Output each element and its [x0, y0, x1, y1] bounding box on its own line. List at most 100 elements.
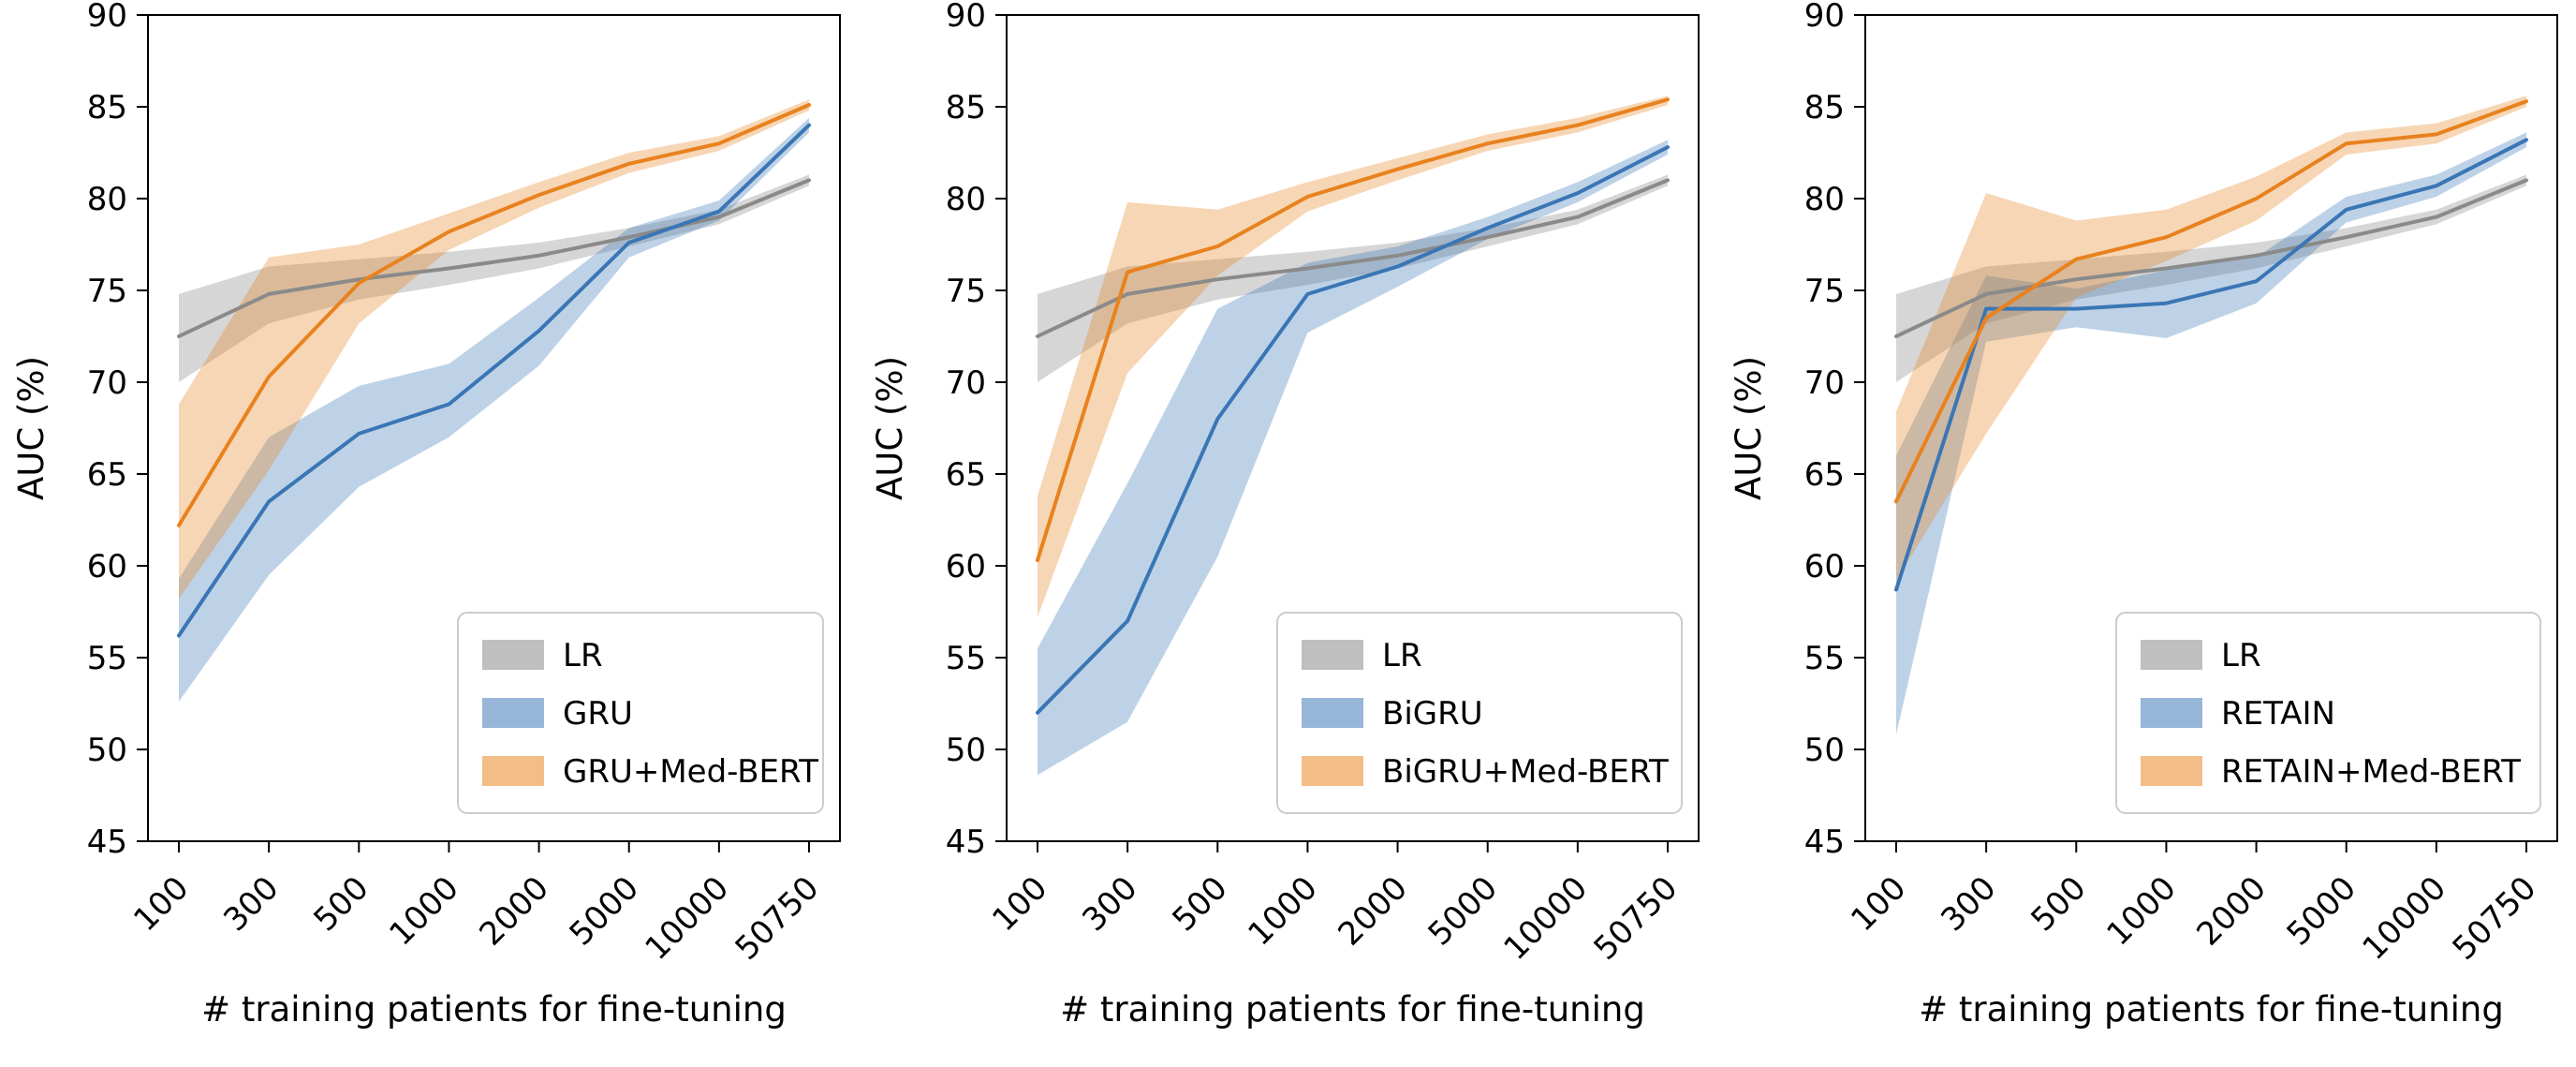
y-axis-label: AUC (%) — [1729, 356, 1769, 500]
x-tick-label: 100 — [985, 869, 1054, 939]
legend-label-BiGRU: BiGRU — [1382, 695, 1483, 733]
x-tick-label: 500 — [1165, 869, 1234, 939]
legend-label-LR: LR — [563, 637, 603, 674]
x-tick-label: 1000 — [382, 869, 465, 953]
legend-label-GRU+Med-BERT: GRU+Med-BERT — [563, 753, 818, 791]
x-tick-label: 10000 — [1496, 869, 1595, 968]
y-tick-label: 60 — [946, 548, 986, 585]
legend-swatch-BiGRU+Med-BERT — [1302, 756, 1363, 786]
x-tick-label: 100 — [126, 869, 196, 939]
x-tick-label: 2000 — [472, 869, 555, 953]
legend: LR RETAIN RETAIN+Med-BERT — [2115, 612, 2541, 814]
y-tick-label: 75 — [1804, 273, 1845, 310]
x-tick-label: 100 — [1844, 869, 1913, 939]
y-tick-label: 60 — [87, 548, 127, 585]
legend-frame — [2115, 612, 2541, 814]
y-axis-label: AUC (%) — [11, 356, 52, 500]
axes-spines — [147, 14, 841, 842]
y-tick-label: 65 — [946, 456, 986, 494]
x-tick-label: 5000 — [563, 869, 646, 953]
x-tick-label: 500 — [2024, 869, 2093, 939]
legend-label-BiGRU+Med-BERT: BiGRU+Med-BERT — [1382, 753, 1669, 791]
x-tick-label: 300 — [1075, 869, 1144, 939]
confidence-band-GRU — [179, 117, 809, 703]
x-tick-label: 5000 — [2280, 869, 2363, 953]
x-tick-label: 2000 — [1331, 869, 1414, 953]
x-tick-label: 1000 — [2099, 869, 2183, 953]
legend: LR GRU GRU+Med-BERT — [457, 612, 824, 814]
legend-frame — [1276, 612, 1683, 814]
line-GRU+Med-BERT — [177, 103, 811, 527]
retain-chart: 45 50 55 60 65 70 75 80 85 90 100 300 500 1000 2000 500… — [1729, 0, 2558, 1030]
x-tick-label: 300 — [1934, 869, 2003, 939]
x-tick-label: 500 — [306, 869, 375, 939]
y-tick-label: 75 — [87, 273, 127, 310]
gru-chart: 45 50 55 60 65 70 75 80 85 90 100 300 500 1000 2000 500… — [11, 0, 841, 1030]
legend-label-GRU: GRU — [563, 695, 633, 733]
y-axis-label: AUC (%) — [870, 356, 910, 500]
line-RETAIN+Med-BERT — [1894, 99, 2528, 504]
legend-swatch-LR — [2141, 640, 2202, 670]
y-tick-label: 90 — [87, 0, 127, 35]
y-tick-label: 50 — [87, 732, 127, 769]
x-axis-label: # training patients for fine-tuning — [201, 989, 787, 1030]
line-LR — [1894, 178, 2528, 338]
y-tick-label: 70 — [87, 364, 127, 402]
confidence-band-LR — [179, 174, 809, 382]
x-axis-label: # training patients for fine-tuning — [1060, 989, 1645, 1030]
legend-swatch-RETAIN+Med-BERT — [2141, 756, 2202, 786]
legend-label-LR: LR — [1382, 637, 1422, 674]
y-tick-label: 85 — [1804, 89, 1845, 126]
y-tick-label: 70 — [1804, 364, 1845, 402]
legend-label-LR: LR — [2221, 637, 2261, 674]
y-tick-label: 55 — [1804, 640, 1845, 677]
x-tick-label: 50750 — [2446, 869, 2544, 968]
x-tick-label: 5000 — [1421, 869, 1505, 953]
y-tick-label: 85 — [946, 89, 986, 126]
legend-label-RETAIN+Med-BERT: RETAIN+Med-BERT — [2221, 753, 2521, 791]
y-tick-label: 80 — [946, 181, 986, 218]
panel-gru: 45 50 55 60 65 70 75 80 85 90 100 300 500 1000 2000 500… — [0, 0, 859, 1067]
legend-swatch-GRU+Med-BERT — [482, 756, 544, 786]
confidence-band-BiGRU+Med-BERT — [1038, 96, 1668, 617]
panel-bigru: 45 50 55 60 65 70 75 80 85 90 100 300 500 1000 2000 500… — [859, 0, 1717, 1067]
y-tick-label: 50 — [946, 732, 986, 769]
axes-spines — [1006, 14, 1700, 842]
y-tick-label: 55 — [946, 640, 986, 677]
confidence-band-LR — [1896, 174, 2526, 382]
x-tick-label: 50750 — [729, 869, 827, 968]
legend: LR BiGRU BiGRU+Med-BERT — [1276, 612, 1683, 814]
y-tick-label: 65 — [87, 456, 127, 494]
legend-swatch-GRU — [482, 698, 544, 728]
y-tick-label: 90 — [946, 0, 986, 35]
panel-retain: 45 50 55 60 65 70 75 80 85 90 100 300 500 1000 2000 500… — [1717, 0, 2576, 1067]
axes-spines — [1864, 14, 2558, 842]
confidence-band-LR — [1038, 174, 1668, 382]
y-tick-label: 50 — [1804, 732, 1845, 769]
y-tick-label: 85 — [87, 89, 127, 126]
y-tick-label: 70 — [946, 364, 986, 402]
legend-label-RETAIN: RETAIN — [2221, 695, 2335, 733]
legend-swatch-BiGRU — [1302, 698, 1363, 728]
y-tick-label: 60 — [1804, 548, 1845, 585]
x-tick-label: 2000 — [2189, 869, 2273, 953]
confidence-band-BiGRU — [1038, 140, 1668, 776]
x-tick-label: 10000 — [638, 869, 736, 968]
legend-swatch-RETAIN — [2141, 698, 2202, 728]
y-tick-label: 55 — [87, 640, 127, 677]
legend-swatch-LR — [482, 640, 544, 670]
y-tick-label: 90 — [1804, 0, 1845, 35]
x-tick-label: 300 — [216, 869, 286, 939]
legend-frame — [457, 612, 824, 814]
legend-swatch-LR — [1302, 640, 1363, 670]
confidence-band-RETAIN+Med-BERT — [1896, 96, 2526, 581]
line-BiGRU — [1036, 145, 1670, 715]
x-axis-label: # training patients for fine-tuning — [1919, 989, 2504, 1030]
line-BiGRU+Med-BERT — [1036, 97, 1670, 563]
y-tick-label: 45 — [87, 823, 127, 861]
y-tick-label: 80 — [87, 181, 127, 218]
y-tick-label: 45 — [946, 823, 986, 861]
bigru-chart: 45 50 55 60 65 70 75 80 85 90 100 300 500 1000 2000 500… — [870, 0, 1700, 1030]
y-tick-label: 45 — [1804, 823, 1845, 861]
